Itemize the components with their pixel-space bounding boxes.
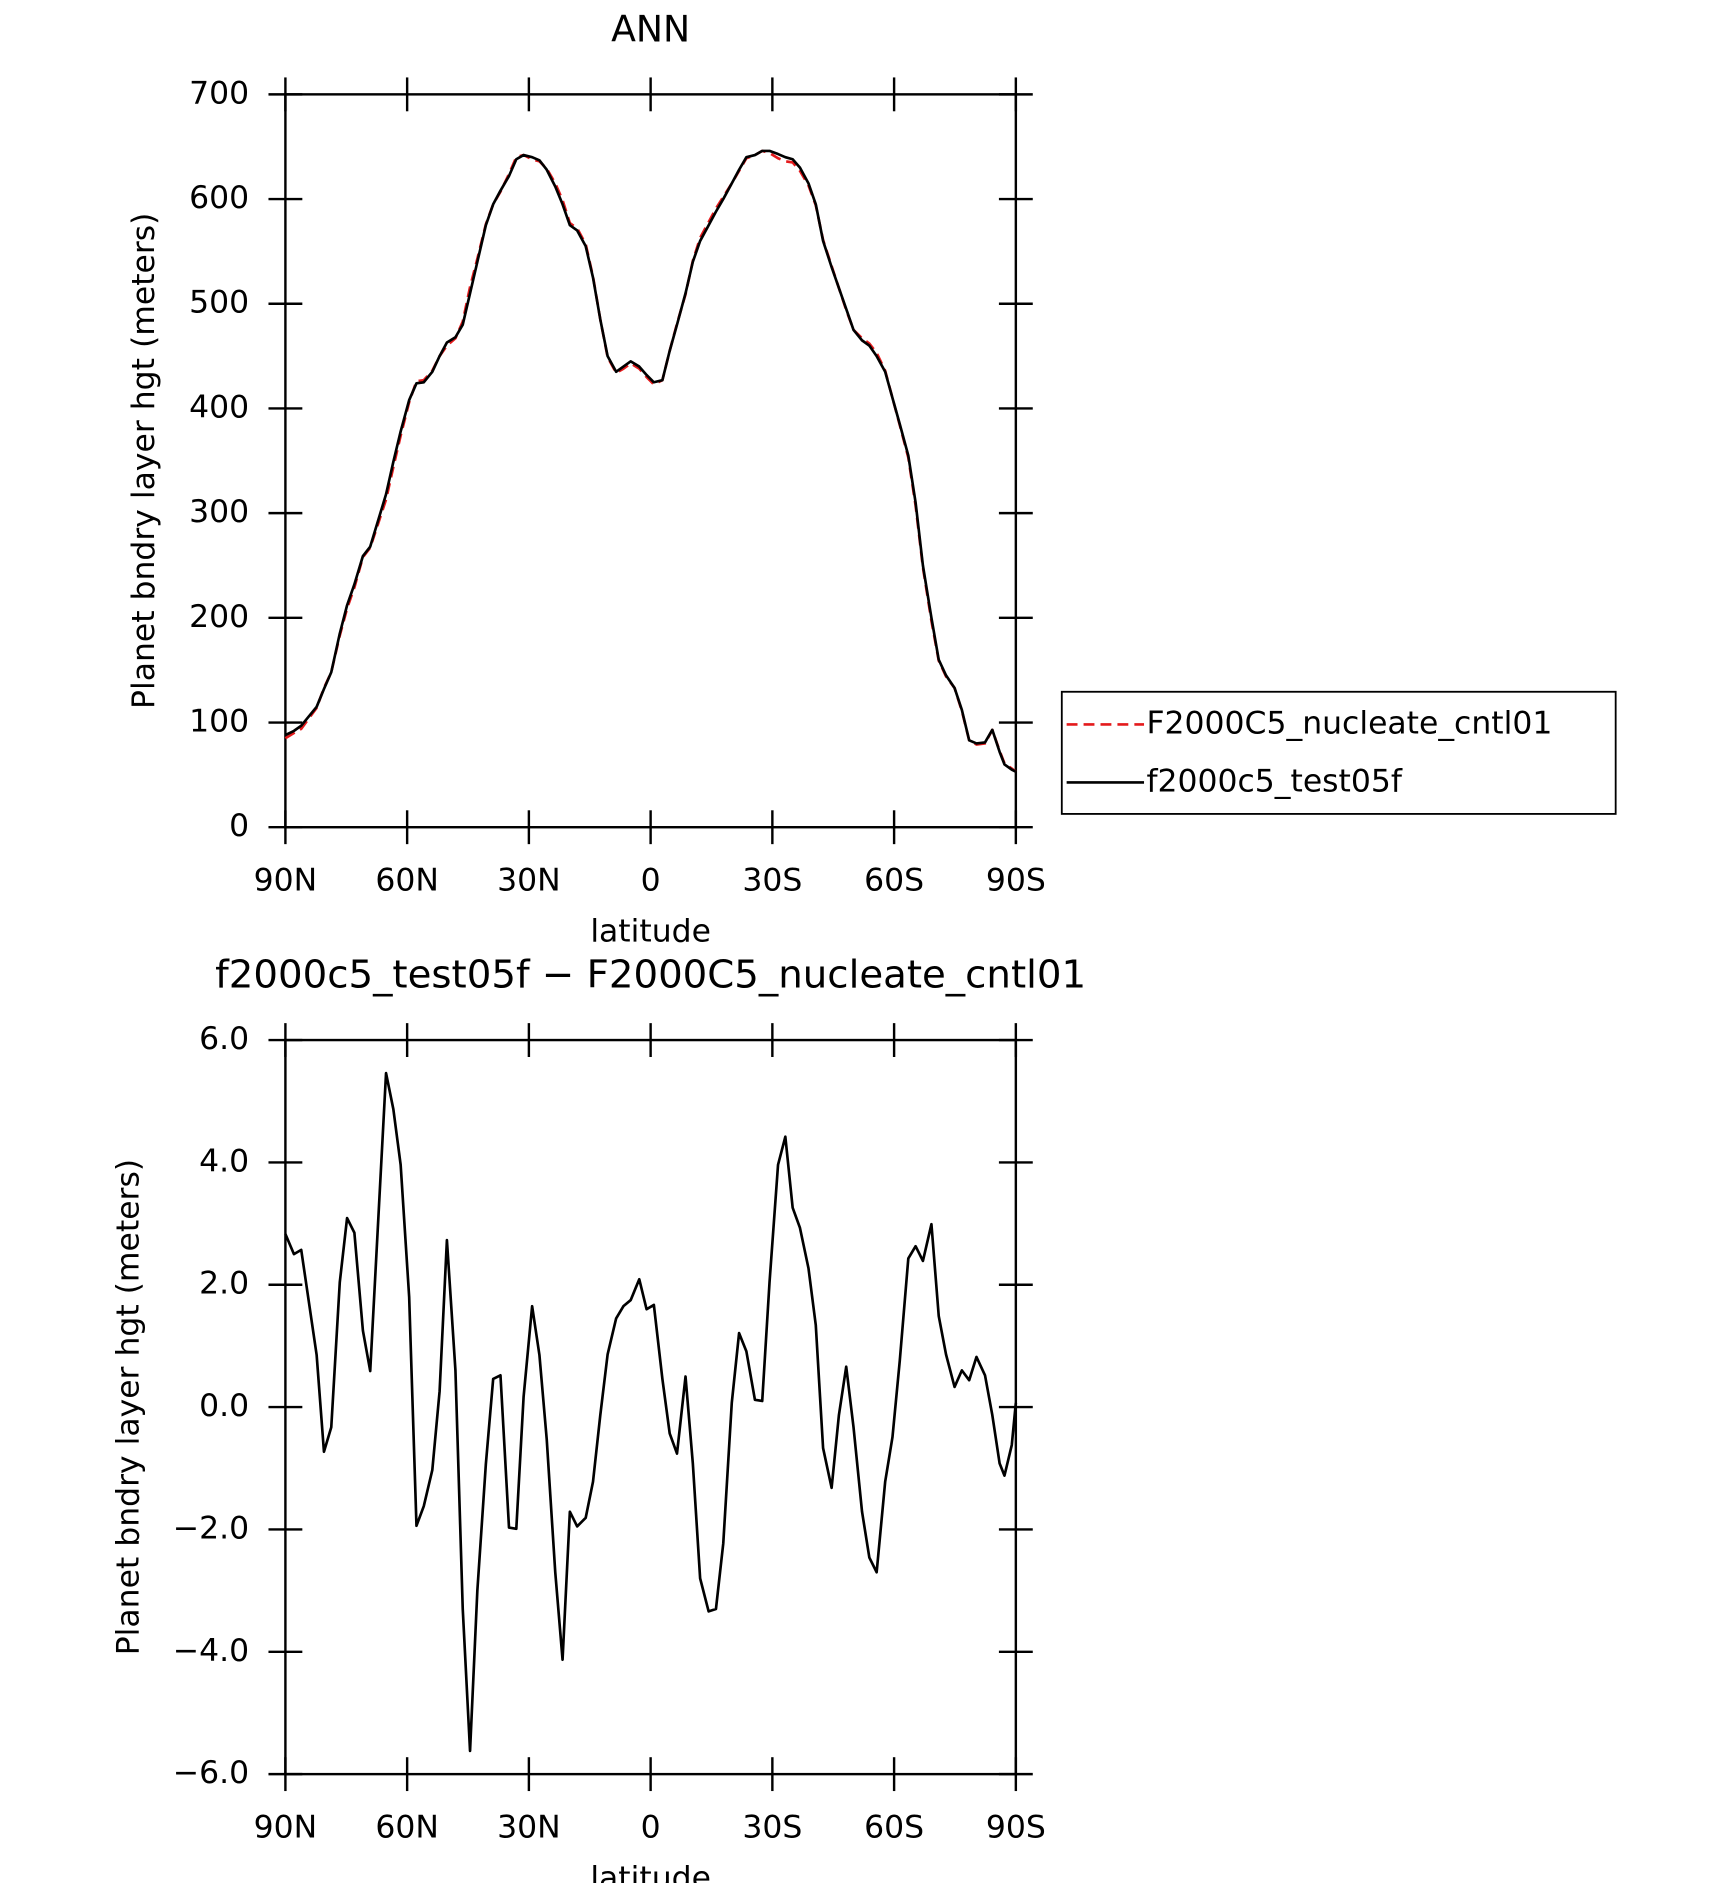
line-series xyxy=(284,149,1017,773)
x-axis-label: latitude xyxy=(590,913,711,949)
line-series xyxy=(284,149,1017,773)
x-tick-label: 0 xyxy=(641,1810,661,1846)
legend-label: F2000C5_nucleate_cntl01 xyxy=(1146,705,1552,741)
x-tick-label: 60N xyxy=(375,863,439,899)
y-tick-label: −4.0 xyxy=(173,1633,249,1669)
y-tick-label: 0.0 xyxy=(199,1388,249,1424)
y-tick-label: 300 xyxy=(189,494,249,530)
x-tick-label: 90S xyxy=(986,1810,1046,1846)
x-tick-label: 30S xyxy=(742,863,802,899)
y-tick-label: 0 xyxy=(229,808,249,844)
y-tick-label: 200 xyxy=(189,599,249,635)
x-tick-label: 90S xyxy=(986,863,1046,899)
y-tick-label: 100 xyxy=(189,704,249,740)
x-tick-label: 0 xyxy=(641,863,661,899)
legend-label: f2000c5_test05f xyxy=(1146,763,1402,799)
chart-title: f2000c5_test05f − F2000C5_nucleate_cntl0… xyxy=(215,953,1086,998)
y-tick-label: −6.0 xyxy=(173,1755,249,1791)
x-axis-label: latitude xyxy=(590,1860,711,1883)
x-tick-label: 30N xyxy=(497,1810,561,1846)
y-tick-label: 6.0 xyxy=(199,1021,249,1057)
y-axis-label: Planet bndry layer hgt (meters) xyxy=(126,213,162,709)
x-tick-label: 30N xyxy=(497,863,561,899)
plot-frame xyxy=(284,93,1018,829)
y-tick-label: 700 xyxy=(189,75,249,111)
y-tick-label: 4.0 xyxy=(199,1143,249,1179)
y-tick-label: 600 xyxy=(189,180,249,216)
x-tick-label: 60N xyxy=(375,1810,439,1846)
x-tick-label: 90N xyxy=(254,863,318,899)
x-tick-label: 30S xyxy=(742,1810,802,1846)
y-tick-label: 500 xyxy=(189,285,249,321)
line-series xyxy=(284,1071,1018,1753)
chart-title: ANN xyxy=(611,7,690,50)
legend-box xyxy=(1060,690,1617,815)
plot-frame xyxy=(284,1038,1018,1776)
x-tick-label: 60S xyxy=(864,1810,924,1846)
y-tick-label: 2.0 xyxy=(199,1266,249,1302)
y-tick-label: −2.0 xyxy=(173,1510,249,1546)
y-tick-label: 400 xyxy=(189,389,249,425)
x-tick-label: 60S xyxy=(864,863,924,899)
x-tick-label: 90N xyxy=(254,1810,318,1846)
y-axis-label: Planet bndry layer hgt (meters) xyxy=(110,1159,146,1655)
